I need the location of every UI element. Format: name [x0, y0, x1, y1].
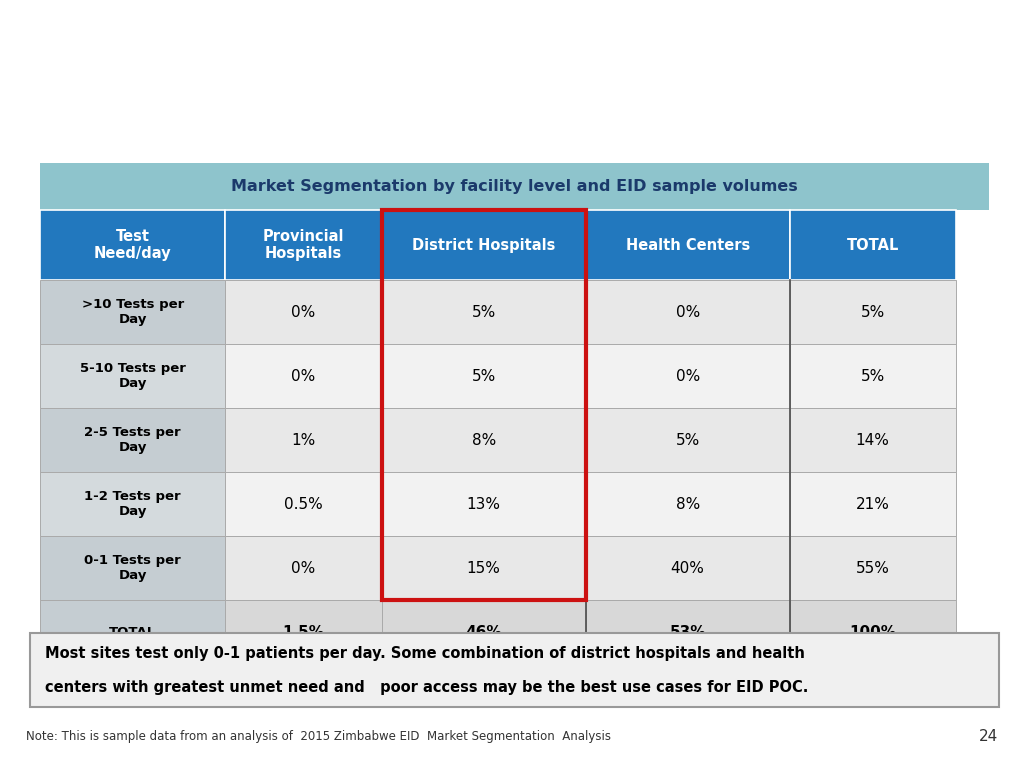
Text: 8%: 8% — [676, 497, 699, 511]
Bar — [382, 280, 586, 344]
Text: 8%: 8% — [472, 432, 496, 448]
Bar — [225, 409, 382, 472]
Bar — [382, 210, 586, 280]
Bar — [586, 601, 790, 664]
Bar — [586, 280, 790, 344]
Bar — [790, 536, 955, 601]
Text: 1.5%: 1.5% — [283, 624, 325, 640]
Bar — [225, 601, 382, 664]
Text: 5%: 5% — [472, 305, 496, 319]
Bar — [790, 601, 955, 664]
Bar — [225, 210, 382, 280]
Text: 53%: 53% — [670, 624, 706, 640]
Bar — [790, 280, 955, 344]
Text: 5%: 5% — [860, 305, 885, 319]
Text: TOTAL: TOTAL — [110, 626, 157, 639]
Text: 46%: 46% — [466, 624, 502, 640]
Text: 5%: 5% — [676, 432, 699, 448]
Text: 0%: 0% — [292, 561, 315, 576]
Bar — [40, 601, 225, 664]
Bar — [586, 536, 790, 601]
Text: Site-level data can be used to identify gaps in testing coverage and: Site-level data can be used to identify … — [26, 38, 953, 61]
Bar — [382, 536, 586, 601]
Text: 55%: 55% — [856, 561, 890, 576]
Text: 0.5%: 0.5% — [284, 497, 323, 511]
Text: 5%: 5% — [860, 369, 885, 384]
Text: 0%: 0% — [676, 369, 699, 384]
Text: target opportunities to use POC to maximize linkage to treatment: target opportunities to use POC to maxim… — [26, 94, 929, 118]
Bar — [225, 472, 382, 536]
Text: TOTAL: TOTAL — [847, 237, 899, 253]
Bar — [382, 409, 586, 472]
Text: 5-10 Tests per
Day: 5-10 Tests per Day — [80, 362, 185, 390]
Text: District Hospitals: District Hospitals — [412, 237, 555, 253]
Text: 5%: 5% — [472, 369, 496, 384]
Bar — [225, 536, 382, 601]
Text: Market Segmentation by facility level and EID sample volumes: Market Segmentation by facility level an… — [231, 179, 798, 194]
Text: centers with greatest unmet need and   poor access may be the best use cases for: centers with greatest unmet need and poo… — [45, 680, 809, 695]
Text: >10 Tests per
Day: >10 Tests per Day — [82, 298, 184, 326]
Bar — [40, 536, 225, 601]
Bar — [586, 344, 790, 409]
Bar — [790, 409, 955, 472]
Text: 1-2 Tests per
Day: 1-2 Tests per Day — [84, 490, 181, 518]
Text: Provincial
Hospitals: Provincial Hospitals — [263, 229, 344, 261]
Text: 0%: 0% — [292, 369, 315, 384]
Bar — [40, 163, 989, 210]
Bar — [40, 280, 225, 344]
Text: Test
Need/day: Test Need/day — [94, 229, 172, 261]
Bar — [40, 210, 225, 280]
Text: 0%: 0% — [676, 305, 699, 319]
Bar — [790, 344, 955, 409]
Text: 24: 24 — [979, 729, 998, 744]
Bar — [790, 210, 955, 280]
Text: 1%: 1% — [292, 432, 315, 448]
Bar — [586, 210, 790, 280]
Text: Note: This is sample data from an analysis of  2015 Zimbabwe EID  Market Segment: Note: This is sample data from an analys… — [26, 730, 610, 743]
Bar — [40, 344, 225, 409]
Text: 13%: 13% — [467, 497, 501, 511]
Text: Health Centers: Health Centers — [626, 237, 750, 253]
Bar — [225, 344, 382, 409]
Bar — [586, 409, 790, 472]
Text: 0-1 Tests per
Day: 0-1 Tests per Day — [84, 554, 181, 582]
Text: 0%: 0% — [292, 305, 315, 319]
Text: 100%: 100% — [849, 624, 896, 640]
Text: Most sites test only 0-1 patients per day. Some combination of district hospital: Most sites test only 0-1 patients per da… — [45, 647, 805, 661]
Bar — [382, 601, 586, 664]
Text: 40%: 40% — [671, 561, 705, 576]
Text: 14%: 14% — [856, 432, 890, 448]
Bar — [586, 472, 790, 536]
Bar — [225, 280, 382, 344]
Bar — [40, 472, 225, 536]
Bar — [40, 409, 225, 472]
Bar — [790, 472, 955, 536]
Text: 21%: 21% — [856, 497, 890, 511]
Bar — [382, 344, 586, 409]
Text: 2-5 Tests per
Day: 2-5 Tests per Day — [84, 426, 181, 454]
Bar — [382, 210, 586, 601]
Bar — [382, 472, 586, 536]
Text: 15%: 15% — [467, 561, 501, 576]
